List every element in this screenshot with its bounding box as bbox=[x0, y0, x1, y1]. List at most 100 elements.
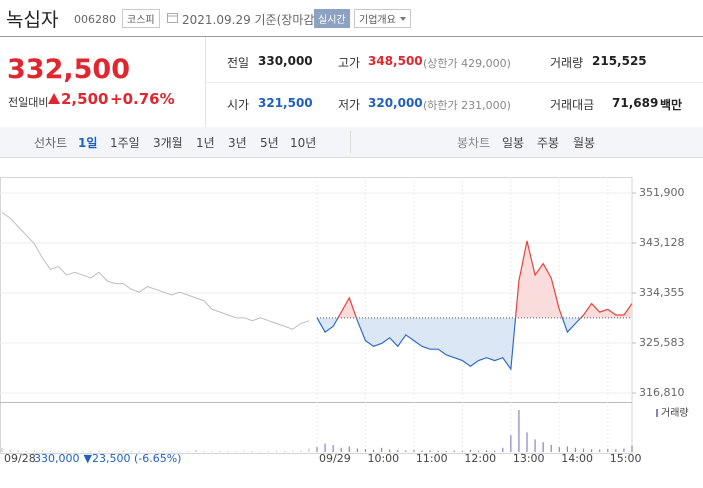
volume-bar bbox=[187, 451, 189, 452]
volume-bar bbox=[82, 451, 84, 452]
change-pct: +0.76% bbox=[110, 90, 175, 108]
tab-bar bbox=[0, 127, 703, 158]
volume-bar bbox=[171, 451, 173, 452]
stat-label: 저가 bbox=[338, 98, 361, 112]
volume-bar bbox=[9, 449, 11, 452]
volume-bar bbox=[518, 410, 520, 452]
change-label: 전일대비 bbox=[8, 96, 49, 109]
volume-bar bbox=[437, 450, 439, 452]
x-tick-label: 09/28 bbox=[4, 452, 36, 465]
volume-bar bbox=[453, 450, 455, 452]
volume-bar bbox=[582, 448, 585, 452]
volume-bar bbox=[542, 442, 544, 452]
date: 2021.09.29 기준(장마감) bbox=[182, 13, 320, 27]
tab[interactable]: 5년 bbox=[260, 136, 279, 150]
stat-unit: 백만 bbox=[660, 98, 683, 112]
volume-bar bbox=[461, 451, 463, 452]
stat-extra: (상한가 429,000) bbox=[423, 57, 511, 70]
baseline-label: 330,000 bbox=[34, 452, 80, 465]
volume-bar bbox=[211, 451, 213, 452]
volume-bar bbox=[486, 450, 488, 452]
volume-bar bbox=[445, 450, 447, 452]
volume-bar bbox=[154, 450, 157, 452]
stat-value: 348,500 bbox=[368, 54, 423, 68]
volume-bar bbox=[340, 447, 342, 452]
company-info-button[interactable]: 기업개요 bbox=[354, 9, 411, 28]
volume-bar bbox=[284, 451, 286, 452]
volume-bar bbox=[631, 445, 633, 452]
x-tick-label: 09/29 bbox=[319, 452, 351, 465]
x-tick-label: 11:00 bbox=[416, 452, 448, 465]
volume-bar bbox=[276, 450, 278, 452]
stat-value: 215,525 bbox=[592, 54, 647, 68]
volume-bar bbox=[566, 446, 568, 452]
change: 2,500 bbox=[61, 90, 109, 108]
volume-bar bbox=[413, 449, 415, 452]
tab[interactable]: 10년 bbox=[290, 136, 317, 150]
tab[interactable]: 3년 bbox=[228, 136, 247, 150]
stat-label: 고가 bbox=[338, 56, 361, 70]
volume-bar bbox=[49, 451, 52, 452]
volume-bar bbox=[25, 450, 27, 452]
price-line-down bbox=[316, 317, 582, 371]
price: 332,500 bbox=[7, 54, 130, 85]
volume-bar bbox=[90, 451, 92, 452]
company-info-label: 기업개요 bbox=[359, 15, 396, 26]
volume-bar bbox=[267, 451, 270, 452]
realtime-badge[interactable]: 실시간 bbox=[314, 9, 350, 28]
volume-bar bbox=[526, 432, 528, 452]
volume-bar bbox=[477, 450, 480, 452]
stat-label: 거래대금 bbox=[550, 98, 595, 112]
volume-bar bbox=[510, 435, 512, 452]
prev-change: ▼23,500 (-6.65%) bbox=[84, 452, 182, 465]
x-tick-label: 15:00 bbox=[610, 452, 642, 465]
volume-bar bbox=[41, 450, 43, 452]
stock-code: 006280 bbox=[74, 13, 116, 26]
volume-bar bbox=[203, 451, 205, 452]
volume-bar bbox=[57, 451, 60, 452]
y-tick-label: 316,810 bbox=[639, 386, 685, 399]
tab[interactable]: 일봉 bbox=[502, 136, 525, 150]
tab[interactable]: 1년 bbox=[196, 136, 215, 150]
divider bbox=[205, 37, 206, 127]
volume-bar bbox=[308, 448, 310, 452]
stat-label: 전일 bbox=[227, 56, 250, 70]
area-down bbox=[317, 317, 632, 370]
tab-group-label: 봉차트 bbox=[457, 136, 491, 150]
stat-extra: (하한가 231,000) bbox=[423, 99, 511, 112]
y-tick-label: 343,128 bbox=[639, 236, 685, 249]
volume-bar bbox=[405, 450, 407, 452]
volume-bar bbox=[316, 447, 318, 452]
tab[interactable]: 주봉 bbox=[537, 136, 560, 150]
volume-bar bbox=[227, 451, 229, 452]
volume-bar bbox=[534, 439, 536, 452]
divider bbox=[206, 82, 703, 83]
y-tick-label: 351,900 bbox=[639, 186, 685, 199]
stat-value: 321,500 bbox=[258, 96, 313, 110]
stat-value: 71,689 bbox=[612, 96, 659, 110]
volume-bar bbox=[558, 447, 560, 452]
volume-bar bbox=[348, 446, 350, 452]
volume-bar bbox=[356, 448, 358, 452]
volume-bar bbox=[429, 450, 431, 452]
volume-bar bbox=[106, 451, 108, 452]
volume-bar bbox=[195, 449, 197, 452]
volume-bar bbox=[66, 450, 68, 452]
volume-bar bbox=[146, 451, 148, 452]
y-tick-label: 325,583 bbox=[639, 336, 685, 349]
volume-bar bbox=[114, 451, 116, 452]
volume-bar bbox=[292, 451, 294, 452]
volume-bar bbox=[17, 450, 19, 452]
tab[interactable]: 월봉 bbox=[573, 136, 596, 150]
volume-bar bbox=[138, 451, 140, 452]
volume-bar bbox=[389, 449, 391, 452]
volume-bar bbox=[259, 451, 262, 452]
volume-bar bbox=[397, 449, 399, 452]
tab[interactable]: 1주일 bbox=[110, 136, 140, 150]
volume-bar bbox=[381, 447, 383, 452]
tab[interactable]: 1일 bbox=[78, 136, 98, 150]
price-line bbox=[1, 211, 310, 330]
tab[interactable]: 3개월 bbox=[153, 136, 183, 150]
x-tick-label: 14:00 bbox=[561, 452, 593, 465]
